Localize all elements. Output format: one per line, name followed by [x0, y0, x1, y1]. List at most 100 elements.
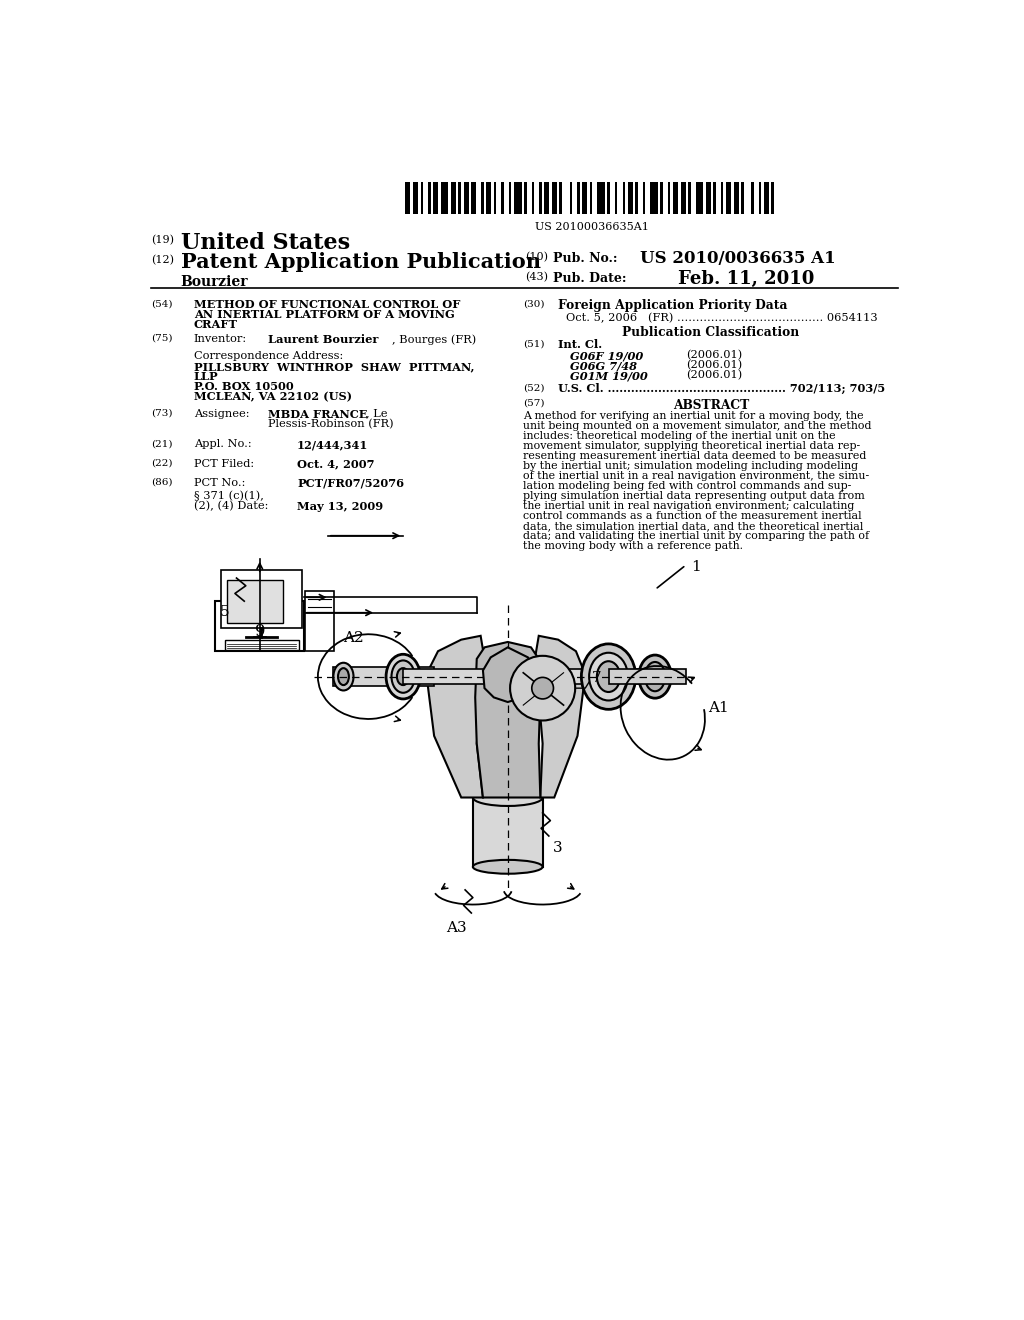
- Text: 1: 1: [690, 561, 700, 574]
- Text: control commands as a function of the measurement inertial: control commands as a function of the me…: [523, 511, 862, 521]
- Text: Correspondence Address:: Correspondence Address:: [194, 351, 343, 360]
- Text: PCT No.:: PCT No.:: [194, 478, 246, 488]
- Bar: [552, 182, 557, 214]
- Bar: [673, 182, 678, 214]
- Text: (54): (54): [152, 300, 173, 309]
- Bar: [764, 182, 769, 214]
- Text: 3: 3: [553, 841, 562, 854]
- Bar: [451, 182, 456, 214]
- Bar: [413, 182, 418, 214]
- Text: (86): (86): [152, 478, 173, 487]
- Ellipse shape: [645, 663, 665, 692]
- Text: (30): (30): [523, 300, 545, 309]
- Text: (73): (73): [152, 409, 173, 417]
- Text: A1: A1: [708, 701, 728, 715]
- Ellipse shape: [473, 789, 543, 807]
- Text: U.S. Cl. .............................................. 702/113; 703/5: U.S. Cl. ...............................…: [558, 383, 886, 395]
- Text: Int. Cl.: Int. Cl.: [558, 339, 602, 350]
- Bar: [464, 182, 469, 214]
- Bar: [650, 182, 657, 214]
- Text: PCT/FR07/52076: PCT/FR07/52076: [297, 478, 403, 488]
- Bar: [695, 182, 703, 214]
- Bar: [403, 669, 658, 684]
- Bar: [514, 182, 521, 214]
- Text: by the inertial unit; simulation modeling including modeling: by the inertial unit; simulation modelin…: [523, 461, 858, 471]
- Text: (2), (4) Date:: (2), (4) Date:: [194, 502, 268, 511]
- Bar: [608, 669, 686, 684]
- Text: Publication Classification: Publication Classification: [623, 326, 800, 339]
- Circle shape: [510, 656, 575, 721]
- Text: METHOD OF FUNCTIONAL CONTROL OF: METHOD OF FUNCTIONAL CONTROL OF: [194, 300, 460, 310]
- Ellipse shape: [338, 668, 349, 685]
- Bar: [660, 182, 663, 214]
- Bar: [428, 182, 431, 214]
- Bar: [569, 182, 572, 214]
- Bar: [502, 182, 504, 214]
- Bar: [623, 182, 625, 214]
- Text: 7: 7: [592, 671, 601, 685]
- Bar: [668, 182, 671, 214]
- Text: Oct. 4, 2007: Oct. 4, 2007: [297, 459, 375, 470]
- Text: resenting measurement inertial data deemed to be measured: resenting measurement inertial data deem…: [523, 451, 866, 461]
- Text: ABSTRACT: ABSTRACT: [673, 399, 749, 412]
- Ellipse shape: [597, 661, 621, 692]
- Text: unit being mounted on a movement simulator, and the method: unit being mounted on a movement simulat…: [523, 421, 871, 430]
- Text: Pub. No.:: Pub. No.:: [553, 252, 617, 265]
- Bar: [635, 182, 638, 214]
- Ellipse shape: [386, 655, 420, 700]
- Text: , Bourges (FR): , Bourges (FR): [391, 334, 476, 345]
- Text: data, the simulation inertial data, and the theoretical inertial: data, the simulation inertial data, and …: [523, 521, 863, 531]
- Circle shape: [531, 677, 554, 700]
- Ellipse shape: [639, 655, 672, 698]
- Bar: [471, 182, 476, 214]
- Bar: [582, 182, 587, 214]
- Bar: [741, 182, 743, 214]
- Bar: [771, 182, 774, 214]
- Text: G01M 19/00: G01M 19/00: [569, 370, 647, 381]
- Text: 12/444,341: 12/444,341: [297, 440, 369, 450]
- Bar: [509, 182, 511, 214]
- Bar: [688, 182, 690, 214]
- Bar: [597, 182, 605, 214]
- Bar: [433, 182, 438, 214]
- Text: Pub. Date:: Pub. Date:: [553, 272, 627, 285]
- Text: Laurent Bourzier: Laurent Bourzier: [267, 334, 378, 345]
- Text: (12): (12): [152, 255, 174, 265]
- Text: plying simulation inertial data representing output data from: plying simulation inertial data represen…: [523, 491, 865, 502]
- Text: (57): (57): [523, 399, 545, 408]
- Polygon shape: [535, 636, 586, 797]
- Text: (19): (19): [152, 235, 174, 246]
- Bar: [440, 182, 449, 214]
- Ellipse shape: [582, 644, 636, 709]
- Bar: [578, 182, 580, 214]
- Text: (52): (52): [523, 383, 545, 392]
- Text: (21): (21): [152, 440, 173, 449]
- Bar: [714, 182, 716, 214]
- Text: A2: A2: [343, 631, 365, 645]
- Ellipse shape: [473, 859, 543, 874]
- Ellipse shape: [589, 653, 628, 701]
- Text: (51): (51): [523, 339, 545, 348]
- Bar: [681, 182, 686, 214]
- Ellipse shape: [334, 663, 353, 690]
- Ellipse shape: [391, 660, 415, 693]
- Text: Foreign Application Priority Data: Foreign Application Priority Data: [558, 300, 787, 313]
- Text: (2006.01): (2006.01): [686, 360, 742, 371]
- Bar: [305, 591, 334, 651]
- Text: LLP: LLP: [194, 371, 218, 381]
- Bar: [215, 601, 304, 651]
- Text: CRAFT: CRAFT: [194, 319, 238, 330]
- Text: (2006.01): (2006.01): [686, 350, 742, 360]
- Text: US 20100036635A1: US 20100036635A1: [536, 222, 649, 231]
- Text: May 13, 2009: May 13, 2009: [297, 502, 383, 512]
- Text: (22): (22): [152, 459, 173, 467]
- Text: MCLEAN, VA 22102 (US): MCLEAN, VA 22102 (US): [194, 391, 352, 401]
- Bar: [524, 182, 526, 214]
- Text: United States: United States: [180, 232, 350, 255]
- Text: Oct. 5, 2006   (FR) ....................................... 0654113: Oct. 5, 2006 (FR) ......................…: [566, 313, 878, 323]
- Text: movement simulator, supplying theoretical inertial data rep-: movement simulator, supplying theoretica…: [523, 441, 860, 451]
- Text: G06G 7/48: G06G 7/48: [569, 360, 637, 371]
- Bar: [540, 182, 542, 214]
- Bar: [531, 182, 535, 214]
- Bar: [752, 182, 754, 214]
